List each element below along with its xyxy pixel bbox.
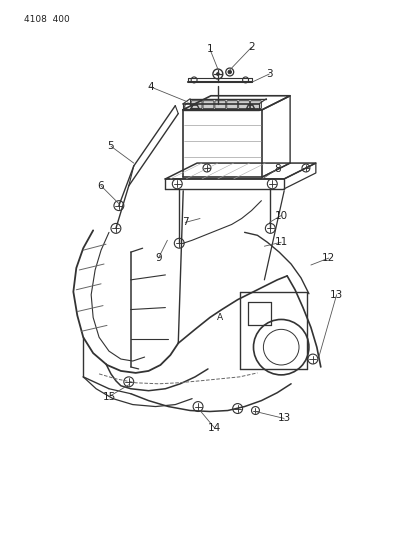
Text: 12: 12 (322, 253, 335, 263)
Text: 4: 4 (147, 82, 154, 92)
Text: 15: 15 (102, 392, 115, 402)
Text: 13: 13 (277, 414, 291, 423)
Text: 2: 2 (248, 42, 255, 52)
FancyBboxPatch shape (191, 101, 202, 109)
FancyBboxPatch shape (239, 101, 250, 109)
Text: 9: 9 (155, 253, 162, 263)
Circle shape (216, 72, 220, 76)
Text: 4108  400: 4108 400 (24, 14, 70, 23)
Text: 14: 14 (208, 423, 222, 433)
FancyBboxPatch shape (251, 101, 262, 109)
FancyBboxPatch shape (215, 101, 226, 109)
Text: 5: 5 (108, 141, 114, 151)
Text: 10: 10 (275, 211, 288, 221)
Text: 1: 1 (206, 44, 213, 54)
Text: 13: 13 (330, 290, 343, 300)
FancyBboxPatch shape (227, 101, 237, 109)
Text: 11: 11 (275, 237, 288, 247)
Text: 8: 8 (274, 164, 281, 174)
FancyBboxPatch shape (203, 101, 214, 109)
Circle shape (228, 70, 231, 74)
Text: 3: 3 (266, 69, 273, 79)
Text: 6: 6 (98, 181, 104, 191)
Text: A: A (217, 313, 223, 322)
Text: 7: 7 (182, 217, 188, 228)
